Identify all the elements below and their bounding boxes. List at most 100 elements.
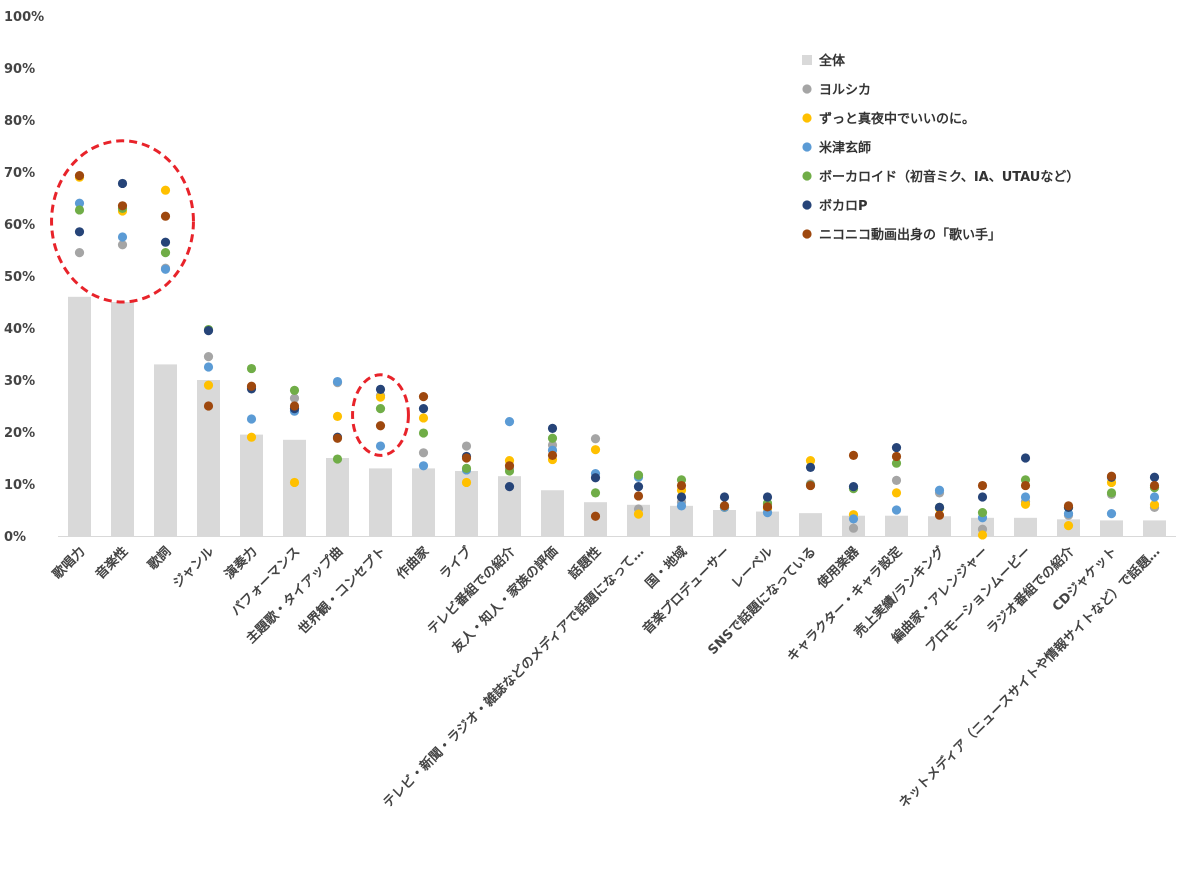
marker-point: [246, 363, 257, 374]
marker-point: [848, 482, 859, 492]
legend: 全体ヨルシカずっと真夜中でいいのに。米津玄師ボーカロイド（初音ミク、IA、UTA…: [802, 53, 1079, 243]
marker-point: [74, 171, 85, 181]
marker-point: [891, 505, 902, 515]
marker-point: [891, 458, 902, 468]
bar: [369, 468, 392, 536]
marker-point: [160, 185, 171, 195]
legend-label: 米津玄師: [819, 140, 871, 156]
marker-point: [934, 485, 945, 495]
y-tick-label: 60%: [4, 218, 35, 233]
marker-point: [633, 509, 644, 519]
legend-swatch: [802, 142, 812, 152]
bar: [670, 505, 693, 536]
bar: [412, 468, 435, 536]
marker-point: [160, 211, 171, 221]
bar: [154, 364, 177, 536]
bar: [1100, 520, 1123, 536]
marker-point: [74, 205, 85, 215]
bars: [68, 296, 1166, 536]
marker-point: [160, 248, 171, 258]
marker-point: [332, 411, 343, 421]
marker-point: [289, 385, 300, 395]
category-label: 作曲家: [393, 543, 433, 583]
marker-point: [418, 404, 429, 414]
legend-swatch: [802, 55, 812, 65]
bar: [541, 490, 564, 536]
bar: [498, 476, 521, 536]
marker-point: [1063, 521, 1074, 531]
annotations: [50, 139, 410, 457]
marker-point: [1149, 472, 1160, 482]
legend-label: ずっと真夜中でいいのに。: [819, 111, 975, 127]
marker-point: [805, 456, 816, 466]
marker-point: [418, 461, 429, 471]
marker-point: [805, 462, 816, 472]
marker-point: [848, 514, 859, 524]
marker-point: [418, 428, 429, 438]
marker-point: [246, 381, 257, 391]
bar: [240, 434, 263, 536]
marker-point: [891, 475, 902, 485]
marker-point: [848, 523, 859, 533]
marker-point: [504, 417, 515, 427]
bar: [627, 504, 650, 536]
marker-point: [590, 473, 601, 483]
marker-point: [977, 480, 988, 491]
marker-point: [203, 380, 214, 390]
y-axis: 0% 10% 20% 30% 40% 50% 60% 70% 80% 90% 100%: [4, 10, 1176, 545]
marker-point: [1020, 480, 1031, 491]
marker-point: [1149, 492, 1160, 502]
marker-point: [461, 453, 472, 463]
marker-point: [289, 477, 300, 488]
bar: [799, 513, 822, 536]
marker-point: [676, 501, 687, 511]
marker-point: [117, 201, 128, 211]
bar: [885, 515, 908, 536]
marker-point: [246, 414, 257, 424]
category-label: ジャンル: [170, 544, 217, 591]
marker-point: [891, 488, 902, 498]
bar: [1014, 517, 1037, 536]
marker-point: [1106, 471, 1117, 481]
legend-swatch: [802, 113, 812, 123]
marker-point: [590, 488, 601, 498]
y-tick-label: 30%: [4, 374, 35, 389]
bar: [111, 302, 134, 536]
category-label: ライブ: [436, 544, 475, 583]
category-label: 音楽性: [92, 544, 131, 583]
marker-point: [461, 463, 472, 473]
marker-point: [934, 510, 945, 520]
marker-point: [1106, 488, 1117, 498]
marker-point: [289, 401, 300, 411]
marker-point: [160, 264, 171, 274]
y-tick-label: 100%: [4, 10, 44, 25]
bar: [928, 516, 951, 536]
markers: [74, 171, 1160, 540]
marker-point: [1020, 499, 1031, 509]
y-tick-label: 20%: [4, 426, 35, 441]
marker-point: [719, 501, 730, 511]
legend-swatch: [802, 200, 812, 210]
marker-point: [375, 404, 386, 414]
y-tick-label: 0%: [4, 530, 26, 545]
bar: [326, 458, 349, 536]
marker-point: [805, 480, 816, 491]
marker-point: [891, 451, 902, 462]
marker-point: [203, 362, 214, 372]
legend-label: ヨルシカ: [819, 83, 871, 98]
marker-point: [246, 432, 257, 442]
marker-point: [977, 530, 988, 540]
marker-point: [977, 507, 988, 518]
marker-point: [547, 450, 558, 460]
marker-point: [375, 384, 386, 394]
marker-point: [74, 248, 85, 258]
marker-point: [375, 441, 386, 451]
marker-point: [375, 421, 386, 431]
legend-swatch: [802, 171, 812, 181]
marker-point: [590, 434, 601, 444]
legend-label: 全体: [818, 53, 846, 69]
marker-point: [762, 502, 773, 512]
bar: [1143, 520, 1166, 536]
marker-point: [719, 492, 730, 502]
